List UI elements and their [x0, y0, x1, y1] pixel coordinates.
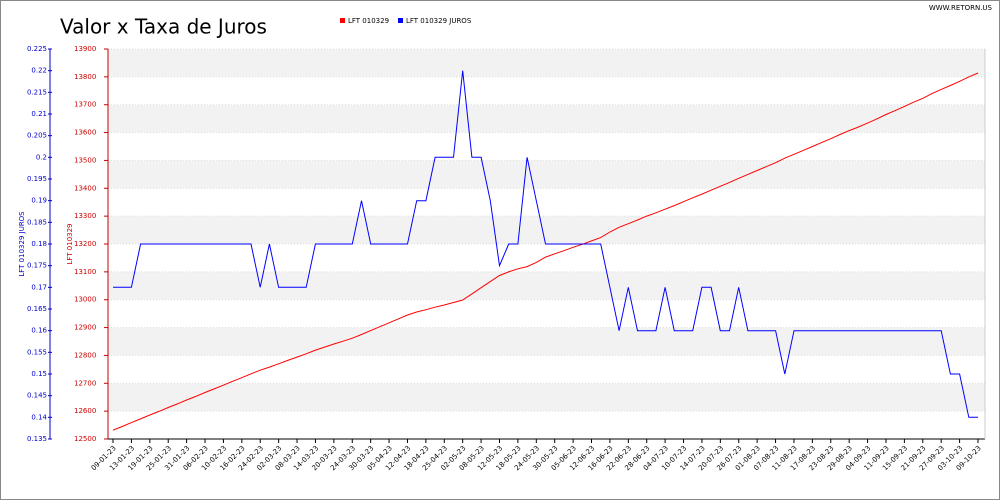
grid-band — [108, 216, 985, 244]
y-axis-title: LFT 010329 — [66, 223, 74, 264]
y-tick-label: 12800 — [74, 351, 96, 359]
y-tick-label: 13800 — [74, 73, 96, 81]
grid-band — [108, 104, 985, 133]
y-tick-label: 13700 — [74, 101, 96, 109]
y2-tick-label: 0.155 — [27, 348, 47, 356]
y2-tick-label: 0.175 — [27, 262, 47, 270]
y2-tick-label: 0.21 — [31, 110, 47, 118]
y2-tick-label: 0.15 — [31, 370, 47, 378]
y-tick-label: 13300 — [74, 212, 96, 220]
grid-band — [108, 327, 985, 356]
legend-label: LFT 010329 JUROS — [406, 17, 472, 25]
y2-tick-label: 0.165 — [27, 305, 47, 313]
y-tick-label: 13600 — [74, 129, 96, 137]
grid-band — [108, 160, 985, 189]
y2-tick-label: 0.22 — [31, 67, 47, 75]
site-label: WWW.RETORN.US — [929, 4, 993, 12]
y2-tick-label: 0.19 — [31, 197, 47, 205]
y-tick-label: 13200 — [74, 240, 96, 248]
y2-tick-label: 0.135 — [27, 435, 47, 443]
y2-tick-label: 0.17 — [31, 283, 47, 291]
y2-tick-label: 0.225 — [27, 45, 47, 53]
y-tick-label: 12700 — [74, 379, 96, 387]
y2-tick-label: 0.16 — [31, 327, 47, 335]
legend-swatch — [340, 18, 345, 23]
series-line — [112, 72, 979, 431]
y2-axis-title: LFT 010329 JUROS — [18, 211, 26, 277]
y-tick-label: 13000 — [74, 296, 96, 304]
y2-tick-label: 0.2 — [36, 153, 47, 161]
grid-band — [108, 271, 985, 300]
y2-tick-label: 0.145 — [27, 392, 47, 400]
grid-band — [108, 383, 985, 412]
y2-tick-label: 0.195 — [27, 175, 47, 183]
chart-title: Valor x Taxa de Juros — [60, 15, 267, 39]
series-line — [113, 70, 978, 418]
y2-tick-label: 0.215 — [27, 88, 47, 96]
y-tick-label: 13900 — [74, 45, 96, 53]
legend-label: LFT 010329 — [348, 17, 389, 25]
y2-tick-label: 0.18 — [31, 240, 47, 248]
legend-swatch — [398, 18, 403, 23]
y-tick-label: 12600 — [74, 407, 96, 415]
y2-tick-label: 0.14 — [31, 413, 47, 421]
y-tick-label: 13100 — [74, 268, 96, 276]
y-tick-label: 13400 — [74, 184, 96, 192]
y-tick-label: 13500 — [74, 156, 96, 164]
y-tick-label: 12900 — [74, 324, 96, 332]
y2-tick-label: 0.185 — [27, 218, 47, 226]
y-tick-label: 12500 — [74, 435, 96, 443]
y2-tick-label: 0.205 — [27, 132, 47, 140]
grid-band — [108, 49, 985, 77]
